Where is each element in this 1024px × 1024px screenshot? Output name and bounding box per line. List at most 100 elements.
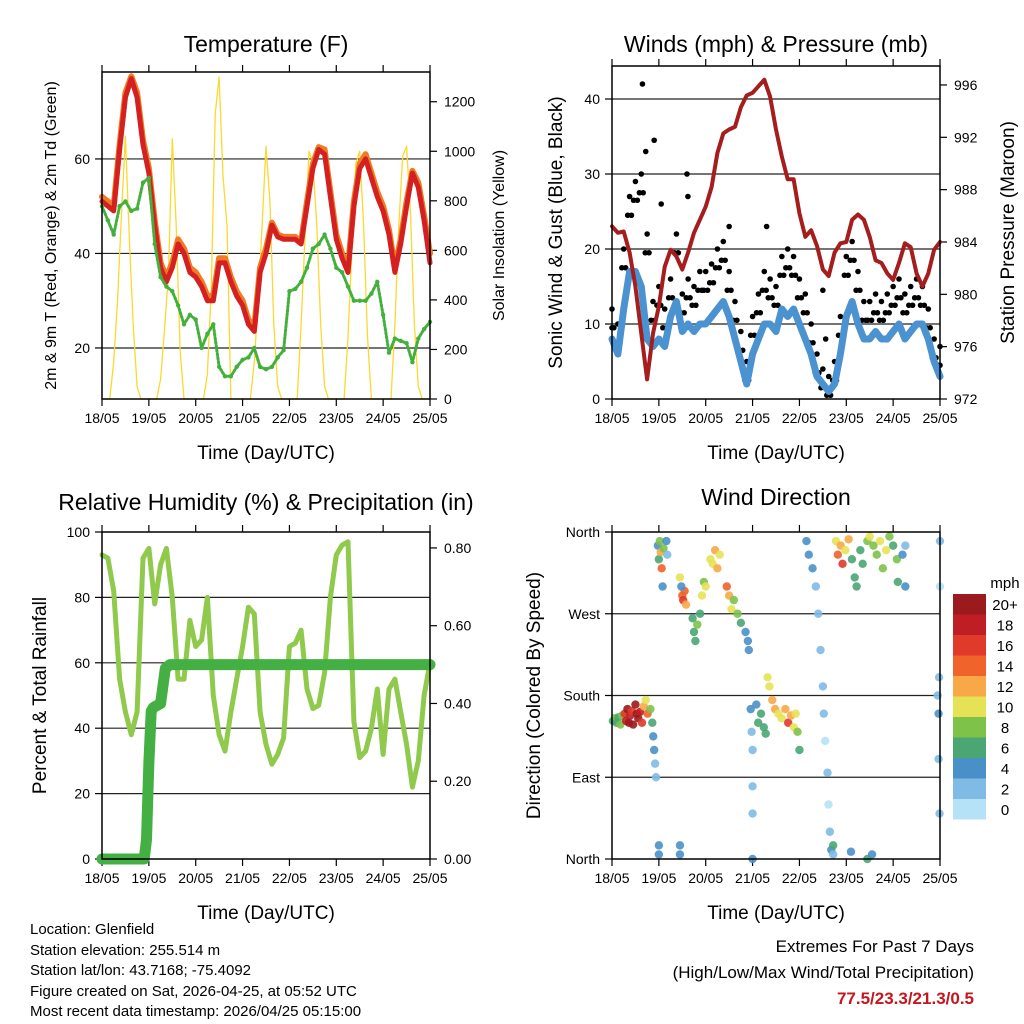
gust-point [837,313,844,320]
legend-label: 6 [1001,741,1009,758]
gust-point [720,238,727,245]
x-tick-label: 24/05 [366,410,401,426]
wind-direction-point [852,582,861,591]
legend-swatch [953,799,986,820]
gust-point [685,276,691,282]
wind-direction-point [650,759,660,768]
panel-title: Winds (mph) & Pressure (mb) [624,31,928,57]
dewpoint-point [293,286,298,292]
x-tick-label: 19/05 [131,410,166,426]
wind-direction-point [844,535,853,544]
x-tick-label: 20/05 [178,870,213,886]
dewpoint-point [421,326,427,332]
dewpoint-point [175,303,181,308]
gust-point [763,287,769,294]
y-tick-label: 60 [74,655,90,671]
gust-point [639,81,646,87]
wind-direction-point [846,847,856,856]
wind-direction-point [701,582,710,591]
y-tick-label: 20 [74,340,90,356]
plot-frame [611,531,941,860]
station-info: Location: Glenfield Station elevation: 2… [30,920,361,1023]
wind-direction-point [841,545,850,555]
gust-point [820,287,826,294]
wind-direction-point [823,768,832,777]
legend-label: 14 [997,659,1014,676]
x-tick-label: 25/05 [412,870,447,886]
gust-point [726,268,732,275]
dewpoint-point [375,279,380,285]
wind-direction-point [819,709,828,718]
gust-point [646,249,652,256]
gust-point [825,373,832,380]
dewpoint-point [328,246,333,251]
wind-direction-point [893,577,903,587]
gust-point [822,336,829,342]
wind-direction-point [875,536,885,546]
wind-direction-point [715,550,724,559]
dewpoint-point [193,317,198,322]
gust-point [687,294,693,301]
wind-direction-point [659,544,668,553]
gust-point [658,201,664,207]
gust-point [632,178,639,185]
panel-title: Relative Humidity (%) & Precipitation (i… [58,489,473,515]
dewpoint-point [363,298,368,303]
panel-title: Wind Direction [701,484,851,510]
x-tick-label: 18/05 [84,410,119,426]
dewpoint-point [398,338,403,344]
gust-point [878,298,885,305]
x-tick-label: 23/05 [829,870,864,886]
latlon-text: Station lat/lon: 43.7168; -75.4092 [30,962,252,979]
y-tick-label: North [566,851,600,867]
wind-direction-point [736,618,746,628]
location-text: Location: Glenfield [30,921,155,938]
gust-point [874,309,881,316]
gust-point [886,309,892,316]
gust-point [921,302,928,309]
wind-direction-point [689,627,699,637]
dewpoint-point [170,289,175,294]
extremes-values: 77.5/23.3/21.3/0.5 [836,989,974,1008]
gust-point [763,223,770,230]
legend-label: 2 [1001,782,1009,799]
y-tick-label: 30 [584,166,600,182]
legend-label: 8 [1001,720,1009,737]
x-tick-label: 23/05 [829,410,864,426]
wind-direction-point [901,582,910,591]
wind-direction-point [654,841,664,850]
wind-direction-point [878,564,888,573]
dewpoint-point [351,298,357,303]
wind-direction-point [828,841,838,850]
y-tick-label: West [568,606,600,622]
x-tick-label: 24/05 [366,870,401,886]
dewpoint-point [164,284,169,289]
gust-point [898,294,904,301]
wind-direction-point [657,564,666,573]
dewpoint-point [357,298,362,303]
gust-point [845,272,851,279]
dewpoint-point [111,232,116,237]
dewpoint-point [298,279,304,285]
wind-direction-point [821,736,830,746]
dewpoint-point [181,322,187,327]
wind-direction-point [825,827,835,836]
dewpoint-point [345,284,351,289]
gust-point [693,302,699,309]
dewpoint-point [369,291,374,296]
gust-point [761,268,768,275]
dewpoint-point [123,199,128,204]
wind-direction-point [872,550,881,559]
gust-point [726,223,732,230]
x-tick-label: 22/05 [782,870,817,886]
dewpoint-point [310,246,316,251]
legend-swatch [953,737,986,758]
plot-frame [611,65,941,400]
gust-point [650,298,656,305]
y2-tick-label: 996 [954,77,978,93]
x-tick-label: 22/05 [272,410,307,426]
gust-point [851,257,857,264]
gust-point [651,137,657,144]
gust-point [890,283,896,290]
